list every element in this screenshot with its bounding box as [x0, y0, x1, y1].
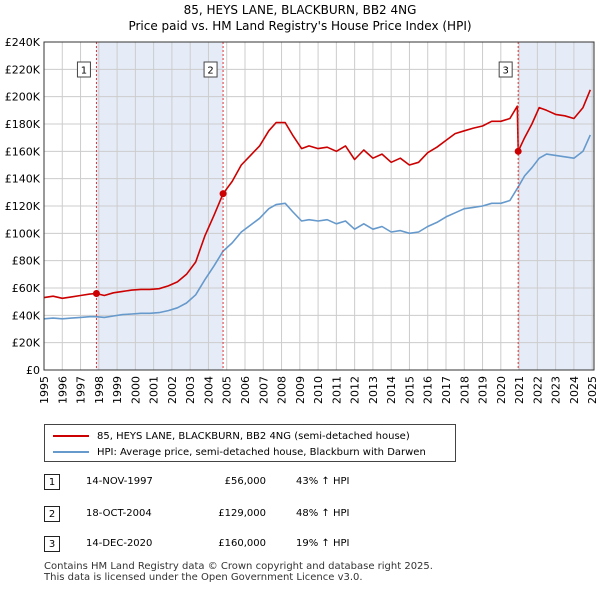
sale-point — [92, 289, 100, 297]
x-tick-label: 2017 — [440, 376, 453, 404]
sale-label-box — [498, 61, 513, 78]
y-tick-label: £60K — [12, 282, 41, 295]
sale-number: 3 — [44, 536, 60, 552]
x-tick-label: 2023 — [550, 376, 563, 404]
sale-point — [219, 190, 227, 198]
sale-number: 1 — [44, 474, 60, 490]
x-tick-label: 2006 — [239, 376, 252, 404]
y-tick-label: £180K — [5, 118, 41, 131]
x-tick-label: 2004 — [202, 376, 215, 404]
x-tick-label: 1998 — [93, 376, 106, 404]
sale-price: £160,000 — [218, 538, 266, 549]
footer-licence: This data is licensed under the Open Gov… — [44, 572, 363, 583]
x-tick-label: 2012 — [349, 376, 362, 404]
x-tick-label: 2018 — [458, 376, 471, 404]
x-tick-label: 2013 — [367, 376, 380, 404]
y-tick-label: £40K — [12, 309, 41, 322]
hpi-line — [43, 134, 592, 320]
x-tick-label: 2000 — [129, 376, 142, 404]
x-tick-label: 2022 — [531, 376, 544, 404]
y-tick-label: £200K — [5, 91, 41, 104]
sale-price: £129,000 — [218, 508, 266, 519]
x-tick-label: 2019 — [477, 376, 490, 404]
sale-label: 3 — [502, 66, 508, 77]
y-tick-label: £220K — [5, 63, 41, 76]
sale-label: 2 — [207, 66, 213, 77]
legend-item-hpi: HPI: Average price, semi-detached house,… — [53, 444, 426, 460]
legend: 85, HEYS LANE, BLACKBURN, BB2 4NG (semi-… — [44, 424, 456, 462]
y-tick-label: £20K — [12, 337, 41, 350]
sale-hpi-change: 19% ↑ HPI — [296, 538, 350, 549]
x-tick-label: 2021 — [513, 376, 526, 404]
y-tick-label: £100K — [5, 227, 41, 240]
x-tick-label: 2011 — [330, 376, 343, 404]
y-tick-label: £120K — [5, 200, 41, 213]
x-tick-label: 2005 — [221, 376, 234, 404]
x-tick-label: 1999 — [111, 376, 124, 404]
x-tick-label: 2015 — [403, 376, 416, 404]
x-tick-label: 1995 — [38, 376, 51, 404]
price-chart: 85, HEYS LANE, BLACKBURN, BB2 4NG Price … — [5, 3, 599, 404]
x-tick-label: 2020 — [495, 376, 508, 404]
sale-date: 18-OCT-2004 — [86, 508, 152, 519]
legend-swatch-property — [53, 435, 89, 437]
y-tick-label: £160K — [5, 145, 41, 158]
x-tick-label: 2002 — [166, 376, 179, 404]
sale-row: 3 14-DEC-2020 £160,000 19% ↑ HPI — [44, 536, 404, 554]
sale-label-box — [203, 61, 218, 78]
chart-subtitle: Price paid vs. HM Land Registry's House … — [128, 19, 471, 33]
sale-number: 2 — [44, 506, 60, 522]
x-tick-label: 2016 — [422, 376, 435, 404]
x-tick-label: 2007 — [257, 376, 270, 404]
sale-price: £56,000 — [224, 476, 266, 487]
x-tick-label: 2014 — [385, 376, 398, 404]
sale-hpi-change: 43% ↑ HPI — [296, 476, 350, 487]
footer-copyright: Contains HM Land Registry data © Crown c… — [44, 561, 433, 572]
sale-hpi-change: 48% ↑ HPI — [296, 508, 350, 519]
sale-label-box — [76, 61, 91, 78]
property-price-line — [43, 89, 592, 300]
x-tick-label: 2025 — [586, 376, 599, 404]
sale-label: 1 — [81, 66, 87, 77]
x-tick-label: 2010 — [312, 376, 325, 404]
y-tick-label: £0 — [26, 364, 40, 377]
y-tick-label: £80K — [12, 255, 41, 268]
x-tick-label: 2008 — [276, 376, 289, 404]
x-tick-label: 2009 — [294, 376, 307, 404]
legend-swatch-hpi — [53, 451, 89, 453]
sale-row: 1 14-NOV-1997 £56,000 43% ↑ HPI — [44, 474, 404, 492]
chart-title: 85, HEYS LANE, BLACKBURN, BB2 4NG — [184, 3, 417, 17]
x-tick-label: 1997 — [75, 376, 88, 404]
legend-label-hpi: HPI: Average price, semi-detached house,… — [97, 446, 426, 458]
y-tick-label: £140K — [5, 173, 41, 186]
sale-point — [514, 147, 522, 155]
sale-row: 2 18-OCT-2004 £129,000 48% ↑ HPI — [44, 506, 404, 524]
sale-date: 14-NOV-1997 — [86, 476, 153, 487]
legend-item-property: 85, HEYS LANE, BLACKBURN, BB2 4NG (semi-… — [53, 428, 410, 444]
y-tick-label: £240K — [5, 36, 41, 49]
plot-frame — [43, 41, 595, 371]
footer: Contains HM Land Registry data © Crown c… — [44, 561, 433, 583]
legend-label-property: 85, HEYS LANE, BLACKBURN, BB2 4NG (semi-… — [97, 430, 410, 442]
x-tick-label: 2001 — [148, 376, 161, 404]
x-tick-label: 2003 — [184, 376, 197, 404]
x-tick-label: 2024 — [568, 376, 581, 404]
sale-date: 14-DEC-2020 — [86, 538, 153, 549]
x-tick-label: 1996 — [56, 376, 69, 404]
